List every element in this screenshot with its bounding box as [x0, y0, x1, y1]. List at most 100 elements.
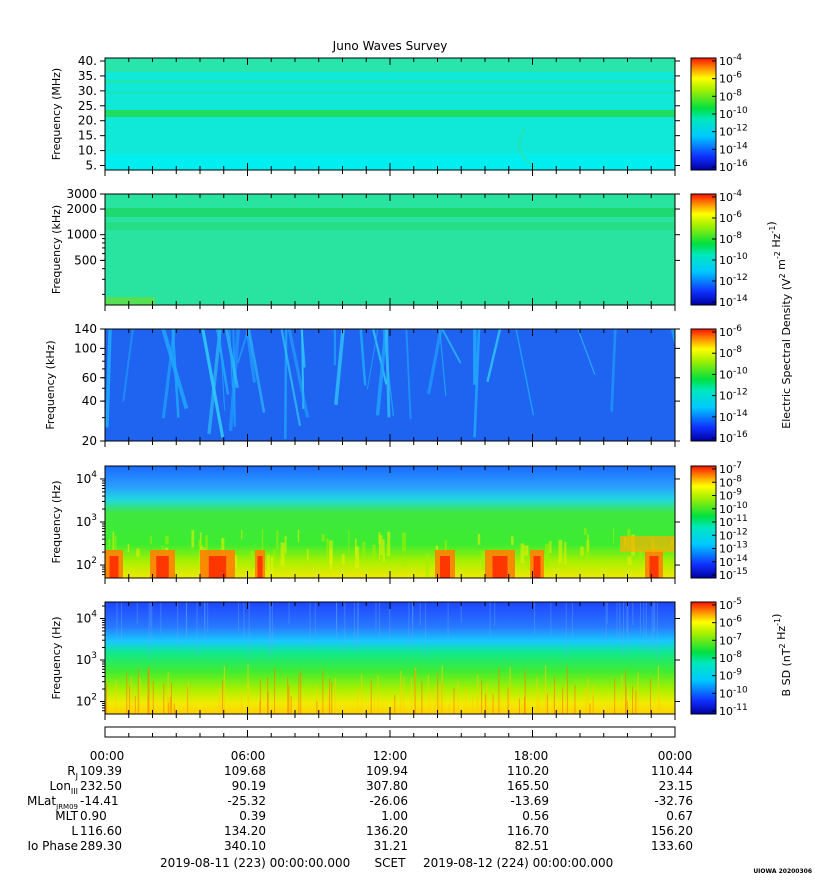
spectrogram-panels: 40.35.30.25.20.15.10.5. Frequency (MHz) 10… [44, 53, 793, 720]
colorbar-tick-label: 10-4 [719, 53, 742, 68]
colorbar-tick-label: 10-7 [719, 632, 742, 647]
colorbar-tick-label: 10-10 [719, 366, 748, 381]
colorbar-group: 10-710-810-910-1010-1110-1210-1310-1410-… [690, 461, 748, 582]
y-tick-label: 103 [76, 651, 97, 667]
y-tick-label: 104 [76, 610, 97, 626]
y-tick-label: 1000 [66, 228, 97, 242]
time-tick-label: 06:00 [231, 749, 266, 763]
y-tick-label: 102 [76, 693, 97, 709]
y-axis-label: Frequency (Hz) [50, 481, 63, 564]
generation-stamp: UIOWA 20200306 [753, 868, 812, 875]
y-tick-label: 20. [78, 114, 97, 128]
ephemeris-row-label: RJ [67, 764, 78, 781]
y-tick-label: 3000 [66, 187, 97, 201]
ephemeris-value: 133.60 [651, 839, 693, 853]
time-tick-label: 00:00 [658, 749, 693, 763]
ephemeris-value: 289.30 [80, 839, 122, 853]
colorbar-tick-label: 10-14 [719, 409, 748, 424]
colorbar-group: 10-6 10-8 10-10 10-12 10-14 10-16 [690, 324, 748, 445]
y-tick-label: 40 [82, 394, 97, 408]
colorbar-tick-label: 10-15 [719, 567, 748, 582]
colorbar-group: 10-4 10-6 10-8 10-10 10-12 10-14 Electric Spec… [690, 189, 793, 429]
y-tick-label: 35. [78, 69, 97, 83]
colorbar-label: B SD (nT2 Hz-1) [770, 614, 793, 697]
ephemeris-value: 136.20 [366, 824, 408, 838]
colorbar-tick-label: 10-12 [719, 388, 748, 403]
ephemeris-value: -14.41 [80, 794, 119, 808]
ephemeris-value: 109.68 [224, 764, 266, 778]
ephemeris-row-label: LonIII [50, 779, 79, 796]
y-axis-label: Frequency (kHz) [44, 340, 57, 429]
ephemeris-row-label: Io Phase [27, 839, 78, 853]
ephemeris-value: 23.15 [659, 779, 693, 793]
colorbar-tick-label: 10-9 [719, 668, 742, 683]
y-axis-label: Frequency (kHz) [50, 205, 63, 294]
ephemeris-value: 1.00 [381, 809, 408, 823]
spectrogram-panel-4: 104 103 102 Frequency (Hz) 10-710-810-910-10… [50, 461, 748, 584]
y-tick-label: 100 [74, 341, 97, 355]
colorbar [690, 601, 717, 715]
ephemeris-value: 0.39 [239, 809, 266, 823]
colorbar-group: 10-5 10-6 10-7 10-8 10-9 10-10 10-11 B SD (nT2 … [690, 597, 793, 718]
colorbar [690, 328, 717, 442]
ephemeris-value: 109.39 [80, 764, 122, 778]
colorbar-tick-label: 10-4 [719, 189, 742, 204]
colorbar [690, 57, 717, 171]
ephemeris-value: 156.20 [651, 824, 693, 838]
colorbar-tick-label: 10-10 [719, 106, 748, 121]
colorbar-tick-label: 10-14 [719, 294, 748, 309]
colorbar [690, 193, 717, 306]
start-time-label: 2019-08-11 (223) 00:00:00.000 [160, 856, 350, 870]
colorbar-group: 10-4 10-6 10-8 10-10 10-12 10-14 10-16 [690, 53, 748, 174]
colorbar-tick-label: 10-6 [719, 324, 742, 339]
colorbar-label: Electric Spectral Density (V2 m-2 Hz-1) [765, 221, 793, 428]
y-tick-label: 15. [78, 129, 97, 143]
ephemeris-value: 109.94 [366, 764, 408, 778]
y-tick-label: 500 [74, 253, 97, 267]
colorbar-tick-label: 10-8 [719, 88, 742, 103]
colorbar-tick-label: 10-14 [719, 141, 748, 156]
ephemeris-value: 110.44 [651, 764, 693, 778]
ephemeris-value: 90.19 [232, 779, 266, 793]
y-axis-label: Frequency (MHz) [50, 68, 63, 160]
ephemeris-value: 0.67 [666, 809, 693, 823]
colorbar-tick-label: 10-8 [719, 650, 742, 665]
spectrogram-image [105, 194, 675, 305]
y-tick-label: 102 [76, 556, 97, 572]
y-tick-label: 60 [82, 371, 97, 385]
ephemeris-value: -26.06 [369, 794, 408, 808]
y-tick-label: 40. [78, 54, 97, 68]
ephemeris-value: 232.50 [80, 779, 122, 793]
colorbar-tick-label: 10-16 [719, 159, 748, 174]
ephemeris-value: -32.76 [654, 794, 693, 808]
end-time-label: 2019-08-12 (224) 00:00:00.000 [423, 856, 613, 870]
colorbar-tick-label: 10-8 [719, 345, 742, 360]
spectrogram-image [105, 58, 675, 170]
colorbar-tick-label: 10-12 [719, 273, 748, 288]
time-tick-label: 18:00 [514, 749, 549, 763]
ephemeris-value: 307.80 [366, 779, 408, 793]
figure-title: Juno Waves Survey [332, 39, 448, 53]
ephemeris-value: 82.51 [515, 839, 549, 853]
colorbar-tick-label: 10-10 [719, 252, 748, 267]
spectrogram-image [105, 602, 675, 714]
scet-label: SCET [375, 856, 407, 870]
spectrogram-panel-1: 40.35.30.25.20.15.10.5. Frequency (MHz) 10… [50, 53, 748, 176]
ephemeris-value: 110.20 [507, 764, 549, 778]
ephemeris-value: 134.20 [224, 824, 266, 838]
ephemeris-value: 0.90 [80, 809, 107, 823]
colorbar-tick-label: 10-6 [719, 210, 742, 225]
ephemeris-value: 31.21 [374, 839, 408, 853]
y-tick-label: 104 [76, 470, 97, 486]
spectrogram-panel-3: 140 100 60 40 20 Frequency (kHz) 10-6 10-8 10-10… [44, 322, 748, 448]
ephemeris-value: 340.10 [224, 839, 266, 853]
spectrogram-image [105, 329, 675, 441]
ephemeris-value: 165.50 [507, 779, 549, 793]
y-axis-label: Frequency (Hz) [50, 617, 63, 700]
colorbar-tick-label: 10-11 [719, 703, 748, 718]
colorbar-tick-label: 10-6 [719, 615, 742, 630]
colorbar-tick-label: 10-10 [719, 685, 748, 700]
ephemeris-value: -25.32 [227, 794, 266, 808]
